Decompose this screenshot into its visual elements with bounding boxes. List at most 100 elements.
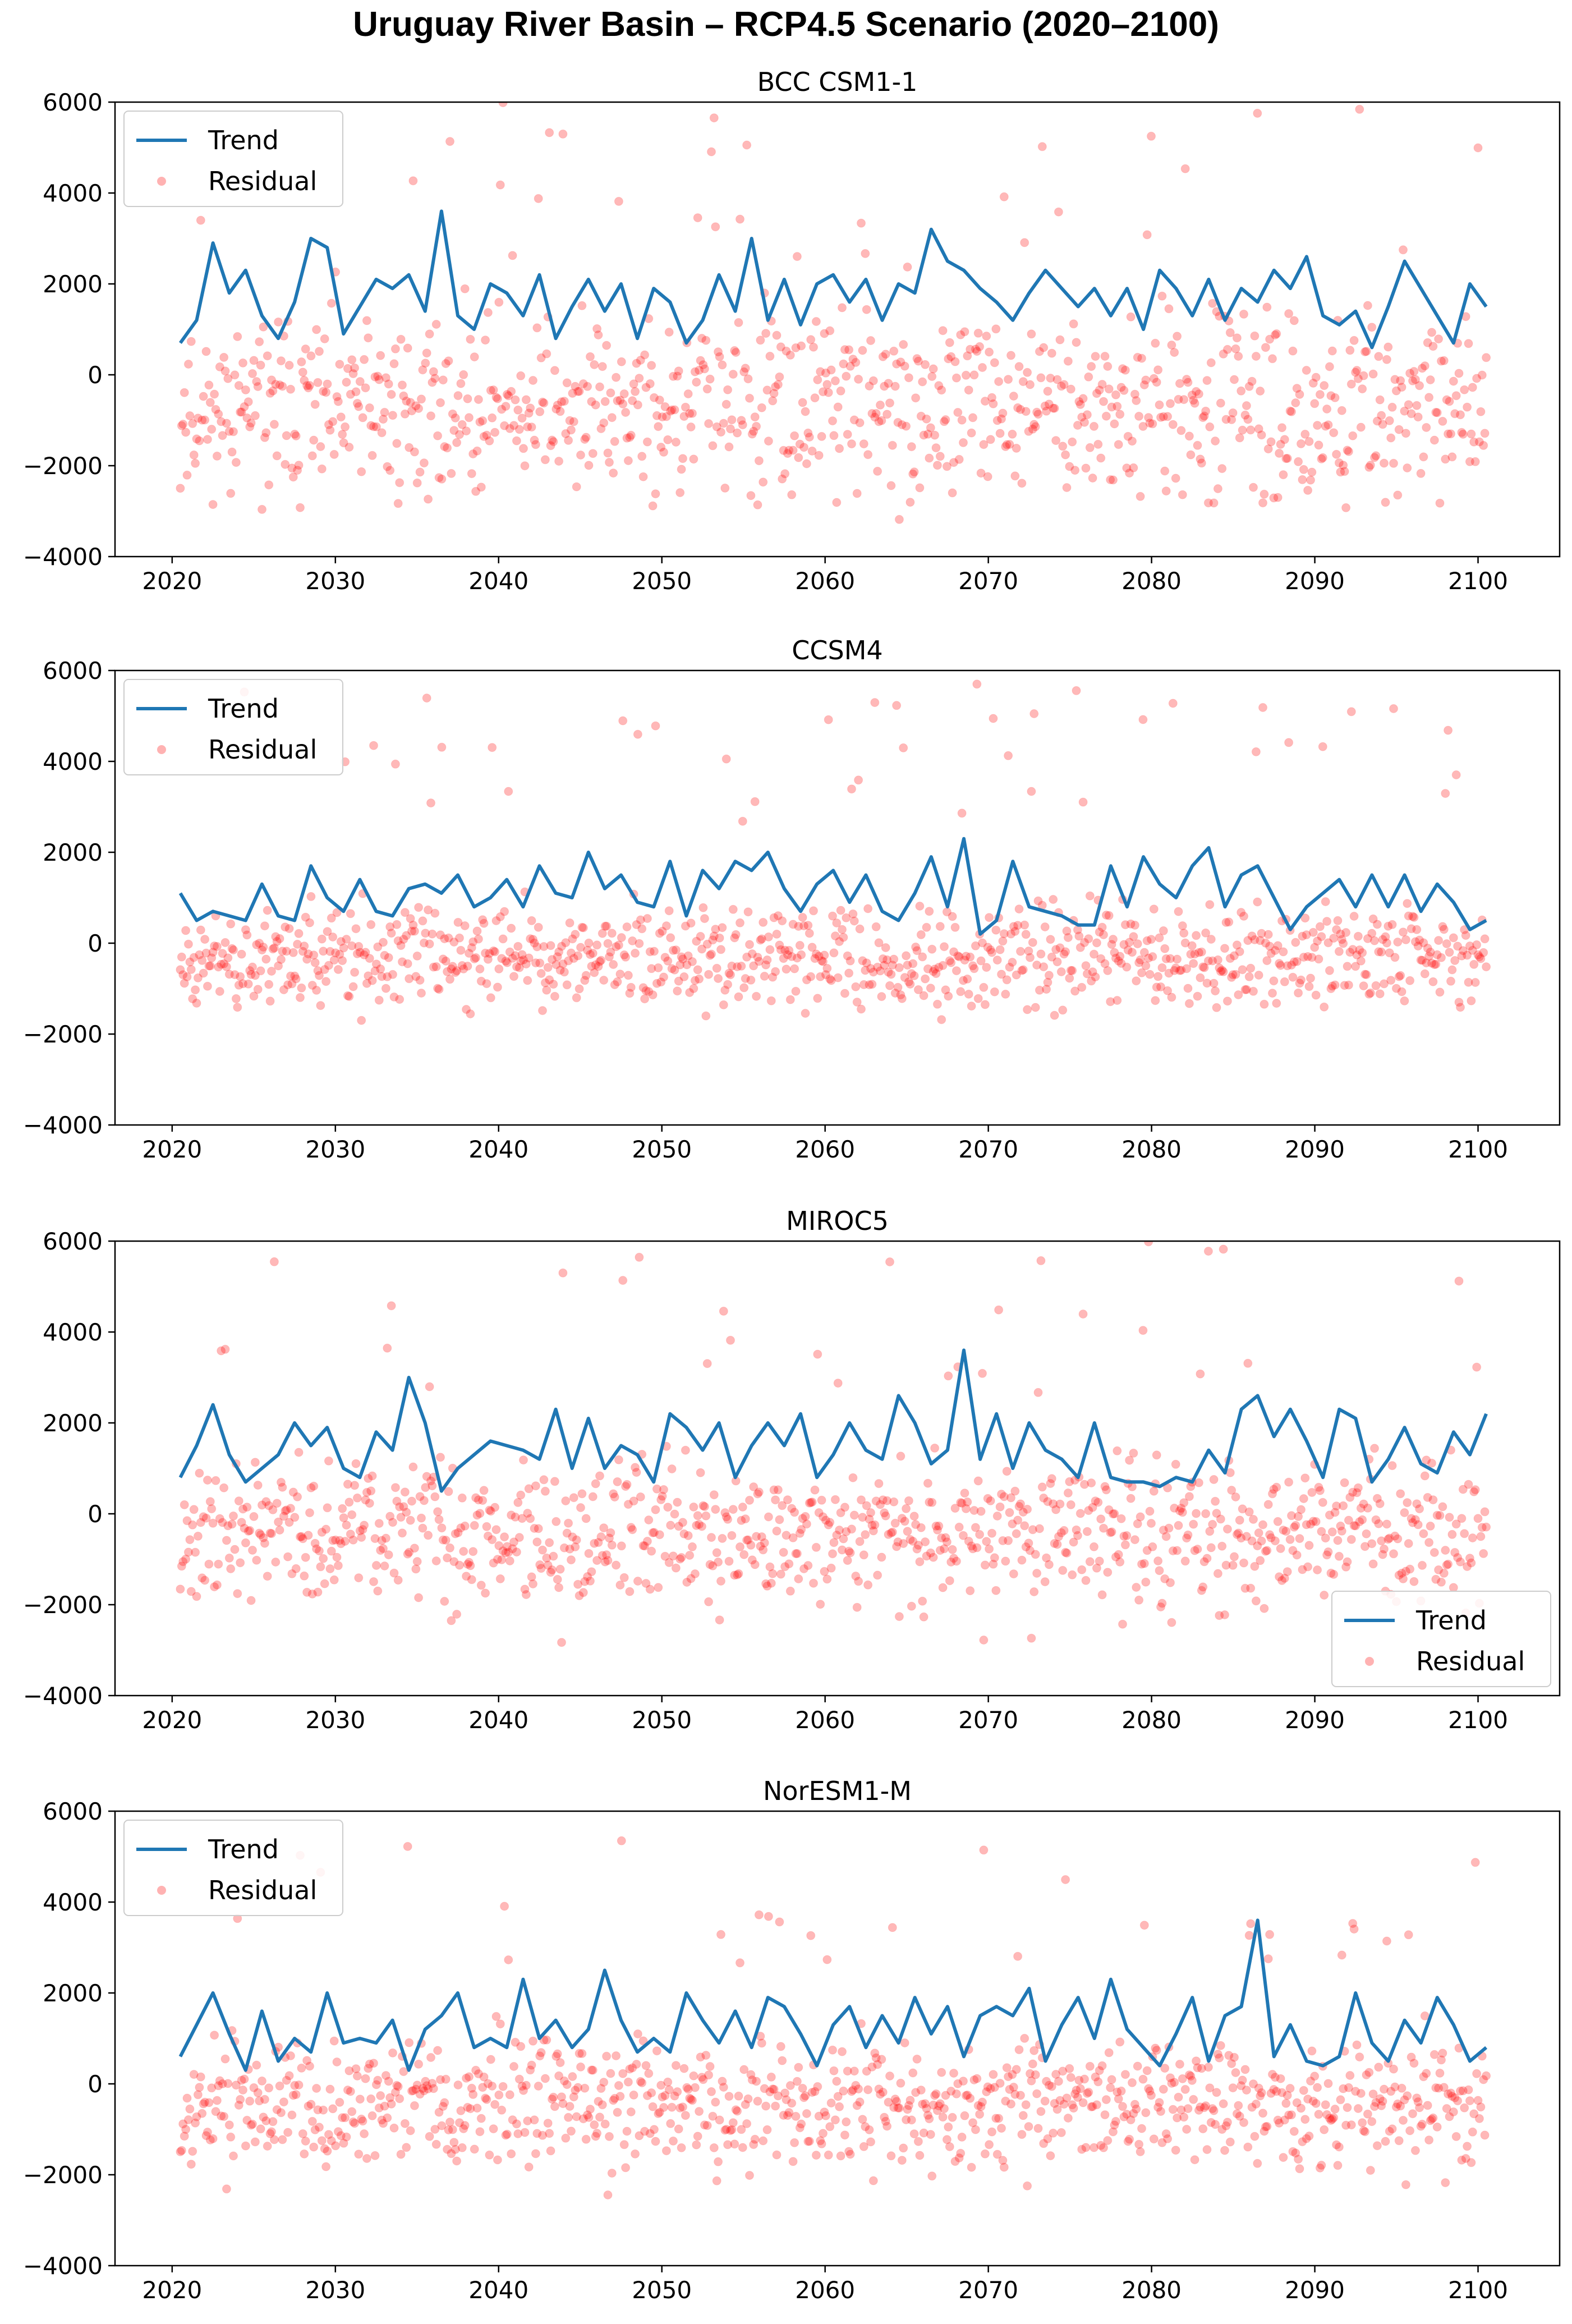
residual-point: [1304, 2132, 1314, 2141]
residual-point: [1072, 1525, 1081, 1535]
residual-point: [1429, 1548, 1439, 1557]
legend-box: [1331, 1591, 1551, 1687]
residual-point: [204, 961, 214, 971]
residual-point: [937, 385, 946, 395]
residual-point: [1412, 1499, 1422, 1509]
residual-point: [1397, 383, 1406, 392]
residual-point: [700, 364, 709, 374]
residual-point: [1284, 309, 1294, 318]
residual-point: [909, 971, 919, 980]
residual-point: [1008, 429, 1017, 439]
residual-point: [674, 1522, 683, 1531]
residual-point: [795, 1528, 805, 1538]
residual-point: [1341, 1562, 1351, 1572]
residual-point: [365, 2059, 374, 2069]
residual-point: [1323, 1547, 1333, 1556]
residual-point: [1021, 2100, 1031, 2110]
residual-point: [1217, 1541, 1227, 1551]
residual-point: [1270, 330, 1280, 339]
residual-point: [350, 967, 360, 977]
residual-point: [293, 1492, 302, 1501]
residual-point: [871, 409, 881, 418]
residual-point: [491, 1525, 501, 1535]
residual-point: [434, 1515, 444, 1524]
residual-point: [267, 1529, 276, 1538]
residual-point: [1002, 975, 1012, 985]
residual-point: [282, 431, 291, 440]
residual-point: [595, 1471, 604, 1481]
residual-point: [248, 2119, 257, 2129]
residual-point: [323, 927, 332, 936]
residual-point: [406, 2126, 415, 2135]
residual-point: [613, 2107, 622, 2117]
residual-point: [249, 356, 259, 365]
residual-point: [1415, 1504, 1424, 1514]
residual-point: [571, 930, 580, 939]
residual-point: [766, 2072, 776, 2082]
residual-point: [953, 2079, 963, 2088]
residual-point: [1366, 461, 1375, 470]
residual-point: [1198, 2124, 1208, 2134]
residual-point: [1457, 951, 1467, 961]
residual-point: [279, 985, 288, 994]
residual-point: [802, 459, 811, 469]
residual-point: [1482, 1522, 1491, 1532]
residual-point: [1371, 451, 1381, 461]
residual-point: [242, 930, 252, 940]
residual-point: [1450, 956, 1460, 965]
residual-point: [543, 2119, 553, 2128]
residual-point: [415, 1492, 425, 1501]
residual-point: [985, 347, 994, 357]
residual-point: [1333, 916, 1343, 925]
residual-point: [726, 2126, 735, 2135]
residual-point: [1368, 369, 1378, 379]
residual-point: [772, 1526, 782, 1536]
residual-point: [1445, 2112, 1454, 2121]
residual-point: [1217, 464, 1227, 474]
residual-point: [546, 441, 555, 451]
residual-point: [664, 328, 674, 337]
residual-point: [507, 1510, 516, 1520]
residual-point: [1299, 465, 1308, 474]
residual-point: [944, 1371, 953, 1381]
residual-point: [290, 2080, 300, 2090]
residual-point: [622, 2126, 632, 2136]
residual-point: [857, 218, 866, 228]
residual-point: [287, 1569, 297, 1578]
residual-point: [835, 937, 844, 947]
residual-point: [268, 386, 278, 396]
residual-point: [440, 934, 449, 944]
residual-point: [1238, 425, 1247, 435]
residual-point: [670, 2091, 679, 2101]
residual-point: [482, 2095, 491, 2104]
residual-point: [535, 1560, 545, 1569]
residual-point: [1463, 950, 1472, 960]
residual-point: [986, 2084, 995, 2093]
residual-point: [1194, 389, 1203, 399]
residual-point: [1413, 2097, 1423, 2106]
residual-point: [532, 1537, 542, 1547]
residual-point: [663, 435, 673, 444]
residual-point: [521, 395, 531, 405]
residual-point: [698, 2075, 708, 2084]
residual-point: [1157, 1599, 1167, 1608]
residual-point: [383, 1343, 392, 1353]
residual-point: [718, 923, 727, 933]
residual-point: [440, 442, 449, 451]
residual-point: [233, 1589, 242, 1599]
residual-point: [1110, 948, 1119, 957]
residual-point: [1470, 1485, 1480, 1495]
residual-point: [479, 918, 489, 928]
residual-point: [277, 356, 286, 366]
residual-point: [1391, 984, 1401, 993]
residual-point: [1337, 1950, 1346, 1960]
residual-point: [584, 938, 594, 948]
residual-point: [1170, 2078, 1179, 2087]
residual-point: [269, 2135, 279, 2144]
residual-point: [832, 918, 842, 927]
residual-point: [572, 482, 581, 492]
residual-point: [347, 2107, 357, 2116]
residual-point: [952, 373, 961, 383]
residual-point: [647, 361, 656, 370]
